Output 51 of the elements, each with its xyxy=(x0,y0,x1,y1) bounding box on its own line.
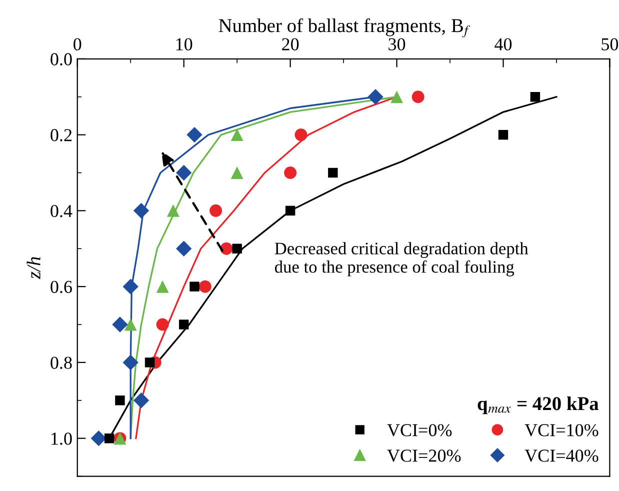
point xyxy=(190,282,200,292)
legend-label: VCI=0% xyxy=(387,424,452,436)
point xyxy=(176,240,192,256)
legend-label: VCI=40% xyxy=(524,450,598,462)
y-tick-label: 0.0 xyxy=(50,53,72,66)
point xyxy=(144,358,155,368)
point xyxy=(115,396,125,406)
x-tick-label: 20 xyxy=(282,38,299,50)
point xyxy=(156,318,169,331)
point xyxy=(104,433,114,444)
point xyxy=(285,206,296,216)
point xyxy=(198,280,212,293)
point xyxy=(210,204,222,217)
point xyxy=(133,392,150,408)
point xyxy=(156,280,169,293)
legend-label: VCI=20% xyxy=(387,450,461,462)
point xyxy=(368,89,384,105)
x-tick-label: 40 xyxy=(494,38,512,50)
point xyxy=(186,126,202,143)
x-tick-label: 0 xyxy=(74,38,82,50)
point xyxy=(176,164,192,181)
point xyxy=(112,316,128,332)
y-tick-label: 0.4 xyxy=(50,204,72,218)
point xyxy=(122,278,138,294)
point xyxy=(284,166,297,179)
point xyxy=(412,90,424,104)
legend-title: q$_{max}$ = 420 kPa xyxy=(478,396,599,414)
point xyxy=(230,166,244,179)
y-axis-title: z/h xyxy=(26,257,40,280)
x-tick-label: 50 xyxy=(602,38,618,50)
point xyxy=(133,202,150,219)
x-tick-label: 10 xyxy=(176,38,192,50)
annotation: Decreased critical degradation depth due to the presence of coal fouling xyxy=(274,242,528,276)
x-axis-title: Number of ballast fragments, B$_{f}$ xyxy=(218,18,470,38)
y-tick-label: 0.2 xyxy=(50,129,72,142)
point xyxy=(178,320,189,330)
point xyxy=(530,92,540,102)
x-tick-label: 30 xyxy=(388,38,406,50)
y-tick-label: 0.8 xyxy=(50,356,72,369)
point xyxy=(124,318,137,331)
legend-label: VCI=10% xyxy=(524,424,598,436)
point xyxy=(498,130,508,140)
y-tick-label: 1.0 xyxy=(52,432,72,445)
y-tick-label: 0.6 xyxy=(50,280,72,294)
point xyxy=(232,244,242,254)
point xyxy=(230,128,244,142)
point xyxy=(166,204,180,217)
point xyxy=(294,128,308,142)
point xyxy=(390,90,404,104)
point xyxy=(122,354,138,370)
point xyxy=(328,168,338,178)
